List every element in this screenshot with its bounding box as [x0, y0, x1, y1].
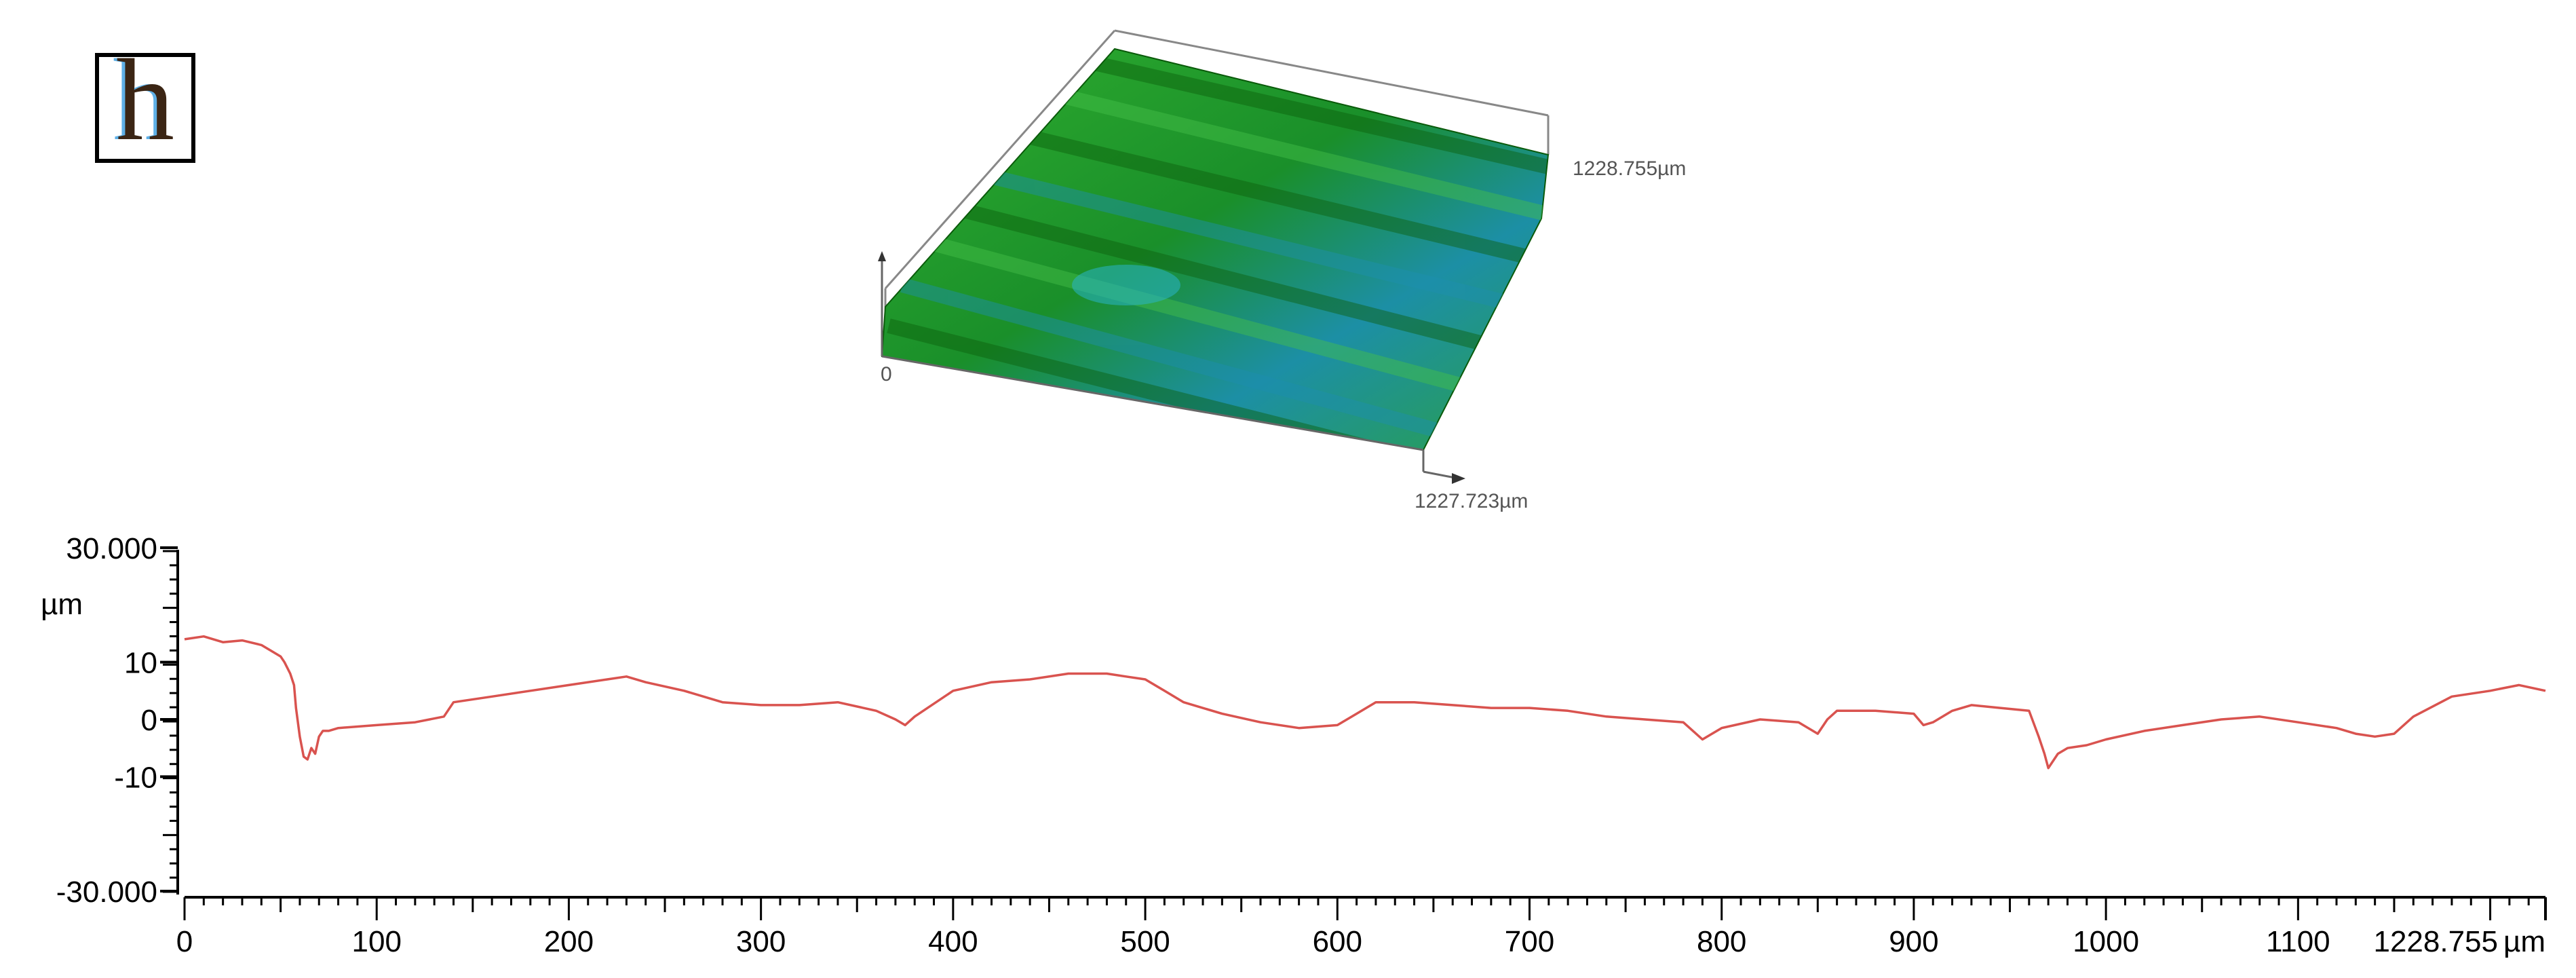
- x-axis: 0 100 200 300 400 500 600 700 800 900 1000 1100 1228…: [176, 896, 2547, 958]
- x-tick-label: 600: [1313, 925, 1362, 958]
- x-tick-label: 700: [1505, 925, 1554, 958]
- profile-line-series-0: [184, 635, 2546, 770]
- y-axis: 30.000 10 0 -10 -30.000 µm: [41, 532, 179, 909]
- x-tick-label: 300: [736, 925, 786, 958]
- y-tick-label: -10: [114, 761, 157, 794]
- y-tick-label: 30.000: [66, 532, 157, 565]
- x-tick-label: 0: [176, 925, 193, 958]
- panel-label: h: [95, 42, 195, 163]
- x-tick-label: 100: [352, 925, 402, 958]
- x-tick-label: 800: [1697, 925, 1746, 958]
- x-unit-label: µm: [2503, 925, 2545, 958]
- x-tick-label: 1100: [2266, 925, 2330, 958]
- x-tick-label: 500: [1120, 925, 1170, 958]
- plot-series: [184, 635, 2546, 770]
- y-tick-label: -30.000: [56, 876, 157, 909]
- x-tick-label: 200: [544, 925, 594, 958]
- x-end-label: 1228.755: [2373, 925, 2498, 958]
- surface-x-extent-label: 1227.723µm: [1415, 490, 1529, 512]
- y-tick-label: 0: [141, 704, 157, 737]
- y-unit-label: µm: [41, 588, 83, 621]
- x-tick-label: 400: [928, 925, 978, 958]
- panel-label-text: h: [116, 36, 174, 165]
- y-tick-label: 10: [124, 647, 157, 680]
- surface-origin-label: 0: [881, 363, 892, 385]
- x-tick-label: 900: [1889, 925, 1938, 958]
- x-tick-label: 1000: [2073, 925, 2139, 958]
- surface-y-extent-label: 1228.755µm: [1573, 157, 1687, 180]
